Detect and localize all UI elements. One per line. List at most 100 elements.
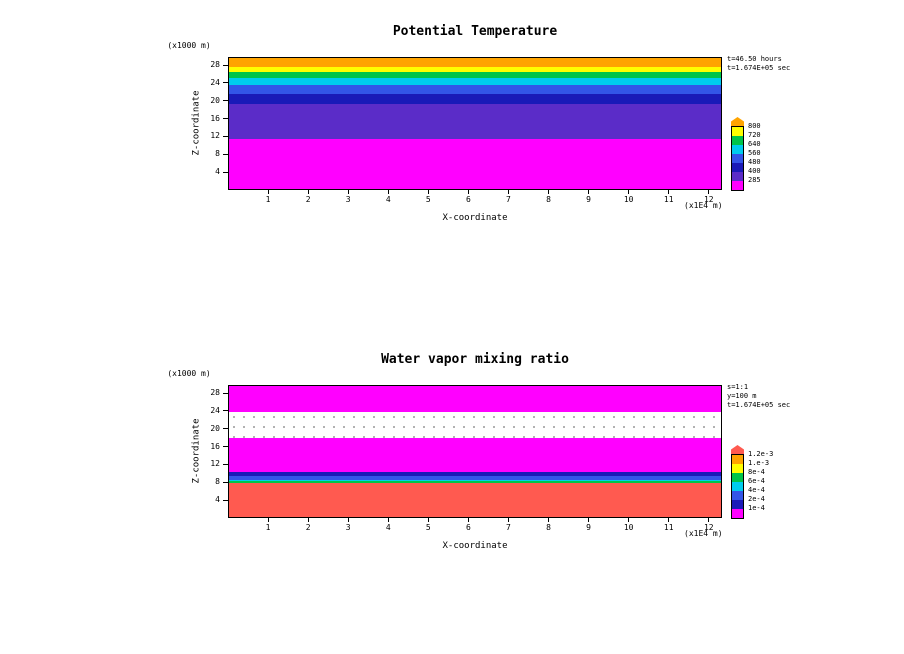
y-tick-label: 16 [210, 441, 220, 451]
colorbar-label: 800 [748, 122, 761, 130]
colorbar-patch [732, 455, 743, 464]
colorbar-label: 285 [748, 176, 761, 184]
y-tick-label: 20 [210, 423, 220, 433]
cyan-band [229, 78, 721, 86]
blue-band [229, 476, 721, 480]
x-tick-label: 5 [425, 195, 431, 204]
colorbar-label: 640 [748, 140, 761, 148]
y-tick-labels: 28 24 20 16 12 8 4 [190, 57, 222, 190]
x-tick-mark [708, 518, 710, 522]
x-tick-label: 4 [385, 195, 391, 204]
y-tick-marks [223, 57, 228, 190]
y-tick-mark [223, 135, 228, 137]
y-tick-mark [223, 64, 228, 66]
colorbar-patch [732, 491, 743, 500]
y-tick-label: 4 [215, 495, 220, 505]
x-tick-mark [668, 190, 670, 194]
annotation-line: t=46.50 hours [727, 55, 782, 63]
x-tick-mark [668, 518, 670, 522]
colorbar-label: 8e-4 [748, 468, 765, 476]
yellow-band [229, 66, 721, 72]
x-tick-mark [628, 190, 630, 194]
x-tick-label: 8 [546, 195, 551, 204]
green-band [229, 480, 721, 483]
green-band [229, 72, 721, 79]
colorbar-patch [732, 154, 743, 163]
colorbar: 800 720 640 560 480 400 285 [731, 117, 761, 197]
colorbar-label: 400 [748, 167, 761, 175]
colorbar-arrow-icon [731, 445, 744, 454]
x-tick-label: 2 [305, 195, 311, 204]
y-tick-mark [223, 153, 228, 155]
y-tick-mark [223, 100, 228, 102]
y-tick-mark [223, 392, 228, 394]
x-tick-mark [387, 190, 389, 194]
plot-area [228, 57, 722, 190]
x-tick-mark [507, 190, 509, 194]
colorbar-patch [732, 509, 743, 518]
colorbar-label: 4e-4 [748, 486, 765, 494]
y-tick-mark [223, 446, 228, 448]
annotations: t=46.50 hours t=1.674E+05 sec [727, 55, 902, 73]
y-tick-label: 16 [210, 113, 220, 123]
x-tick-label: 12 [703, 195, 714, 204]
x-tick-label: 11 [663, 523, 674, 532]
y-tick-label: 4 [215, 167, 220, 177]
x-axis-unit: (x1E4 m) [684, 529, 723, 538]
x-tick-mark [467, 518, 469, 522]
y-tick-label: 24 [210, 77, 220, 87]
x-tick-label: 10 [623, 523, 634, 532]
x-tick-label: 9 [586, 523, 591, 532]
colorbar-label: 1.2e-3 [748, 450, 774, 458]
y-tick-mark [223, 481, 228, 483]
magenta-band [229, 139, 721, 189]
x-tick-mark [708, 190, 710, 194]
x-tick-label: 3 [345, 523, 351, 532]
colorbar-arrow-icon [731, 117, 744, 126]
colorbar-patch [732, 127, 743, 136]
colorbar-patch [732, 181, 743, 190]
x-tick-mark [267, 190, 269, 194]
x-tick-label: 1 [265, 523, 271, 532]
colorbar-patch [732, 136, 743, 145]
x-tick-label: 6 [465, 523, 471, 532]
y-tick-mark [223, 428, 228, 430]
x-tick-label: 1 [265, 195, 271, 204]
y-tick-label: 24 [210, 405, 220, 415]
y-tick-marks [223, 385, 228, 518]
colorbar-patches [731, 126, 744, 191]
x-tick-mark [588, 518, 590, 522]
x-tick-label: 7 [506, 195, 511, 204]
colorbar-label: 480 [748, 158, 761, 166]
y-axis-unit: (x1000 m) [167, 369, 211, 378]
colorbar-label: 6e-4 [748, 477, 765, 485]
x-tick-mark [507, 518, 509, 522]
y-axis-unit: (x1000 m) [167, 41, 211, 50]
x-tick-labels: 1 2 3 4 5 6 7 8 9 10 11 12 [228, 195, 722, 204]
y-tick-mark [223, 82, 228, 84]
x-tick-mark [347, 190, 349, 194]
x-tick-label: 12 [703, 523, 714, 532]
purple-band [229, 104, 721, 140]
x-tick-label: 9 [586, 195, 591, 204]
colorbar-patch [732, 482, 743, 491]
x-tick-label: 7 [506, 523, 511, 532]
navy-band [229, 471, 721, 477]
x-tick-label: 5 [425, 523, 431, 532]
colorbar-label: 720 [748, 131, 761, 139]
colorbar-label: 1e-4 [748, 504, 765, 512]
x-tick-label: 3 [345, 195, 351, 204]
annotation-line: t=1.674E+05 sec [727, 64, 791, 72]
x-tick-mark [427, 190, 429, 194]
y-tick-labels: 28 24 20 16 12 8 4 [190, 385, 222, 518]
annotation-line: t=1.674E+05 sec [727, 401, 791, 409]
x-axis-label: X-coordinate [442, 541, 508, 551]
salmon-band [229, 482, 721, 517]
colorbar-patch [732, 473, 743, 482]
y-tick-mark [223, 118, 228, 120]
y-tick-mark [223, 463, 228, 465]
plot-title: Water vapor mixing ratio [381, 352, 569, 367]
x-tick-marks [228, 518, 722, 523]
x-tick-mark [307, 190, 309, 194]
